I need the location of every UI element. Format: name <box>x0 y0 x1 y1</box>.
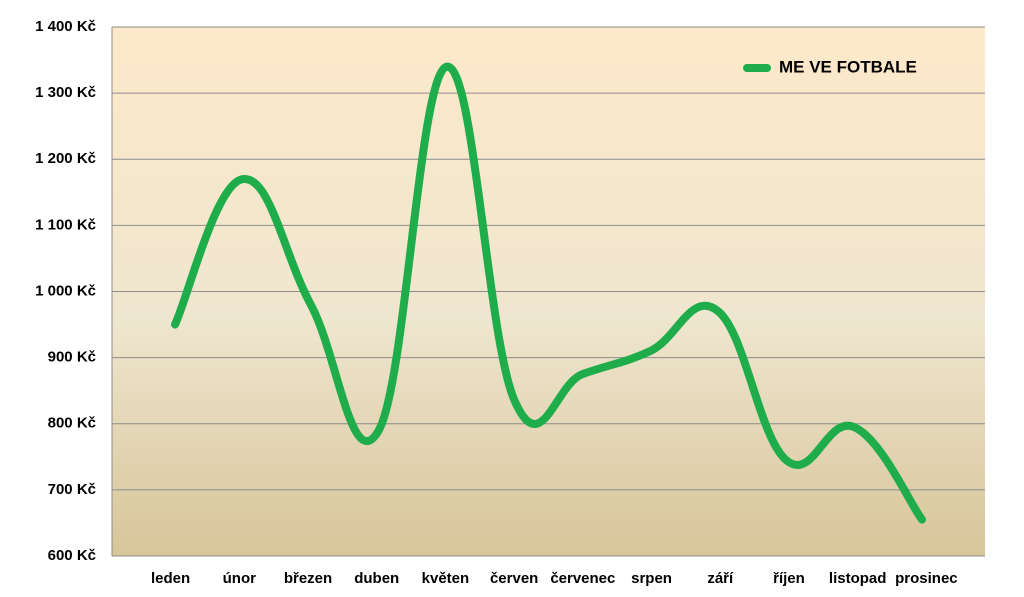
y-tick-label: 1 300 Kč <box>35 84 96 101</box>
x-tick-label: duben <box>354 570 399 587</box>
x-tick-label: říjen <box>773 570 805 587</box>
y-tick-label: 1 000 Kč <box>35 282 96 299</box>
x-tick-label: únor <box>223 570 256 587</box>
y-tick-label: 900 Kč <box>48 349 96 366</box>
y-tick-label: 1 200 Kč <box>35 150 96 167</box>
x-tick-label: květen <box>422 570 470 587</box>
x-tick-label: srpen <box>631 570 672 587</box>
line <box>171 62 926 524</box>
y-tick-label: 1 400 Kč <box>35 18 96 35</box>
y-tick-label: 600 Kč <box>48 547 96 564</box>
y-tick-label: 1 100 Kč <box>35 216 96 233</box>
x-tick-label: leden <box>151 570 190 587</box>
y-tick-label: 700 Kč <box>48 481 96 498</box>
y-tick-label: 800 Kč <box>48 415 96 432</box>
x-tick-label: září <box>707 570 734 587</box>
x-tick-label: listopad <box>829 570 887 587</box>
x-tick-label: březen <box>284 570 332 587</box>
legend-label: ME VE FOTBALE <box>779 57 917 76</box>
x-tick-label: červen <box>490 570 538 587</box>
x-tick-label: červenec <box>550 570 615 587</box>
x-tick-label: prosinec <box>895 570 958 587</box>
